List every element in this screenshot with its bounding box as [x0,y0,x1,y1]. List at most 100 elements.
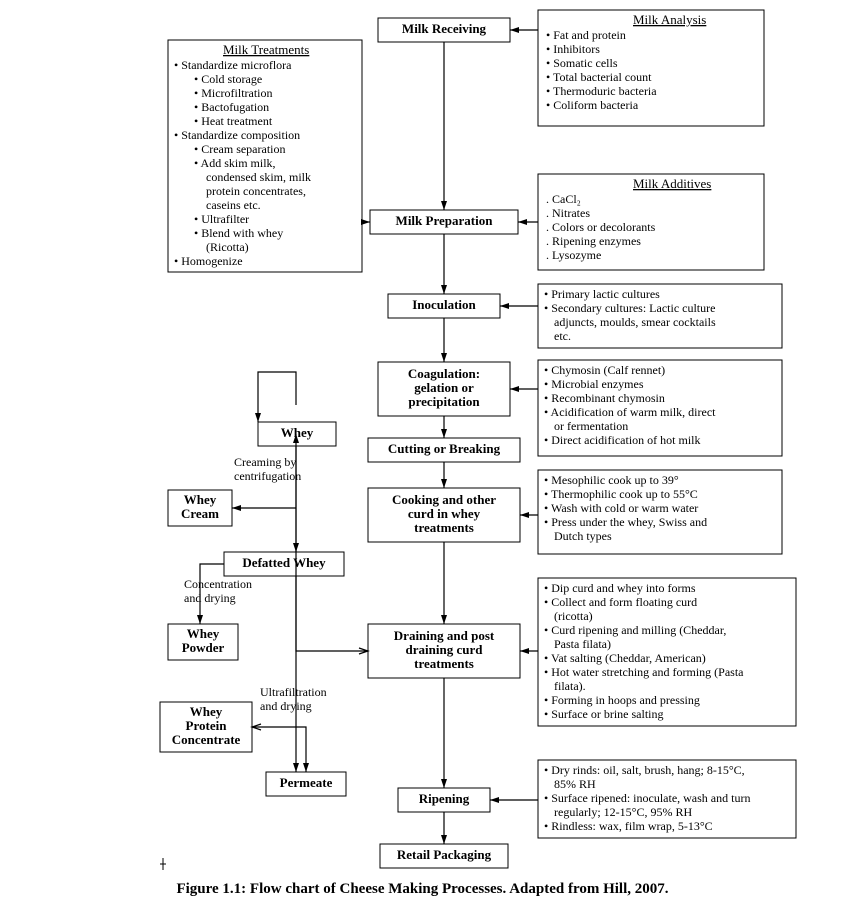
node-label: Milk Preparation [396,213,494,228]
infobox-line: • Curd ripening and milling (Cheddar, [544,623,726,637]
infobox-line: caseins etc. [206,198,261,212]
infobox-item: . CaCl₂ [546,192,581,206]
note-creaming: centrifugation [234,469,301,483]
infobox-inoculation_info: • Primary lactic cultures• Secondary cul… [538,284,782,348]
note-conc_drying: Concentration [184,577,252,591]
infobox-line: • Cold storage [194,72,262,86]
infobox-item: • Fat and protein [546,28,626,42]
infobox-line: • Forming in hoops and pressing [544,693,700,707]
node-draining: Draining and postdraining curdtreatments [368,624,520,678]
note-conc_drying: and drying [184,591,236,605]
node-label: Powder [182,640,225,655]
infobox-title: Milk Treatments [223,42,309,57]
node-label: precipitation [408,394,480,409]
node-label: Defatted Whey [242,555,326,570]
infobox-milk_treatments: Milk Treatments• Standardize microflora•… [168,40,362,272]
node-label: Retail Packaging [397,847,492,862]
infobox-line: or fermentation [554,419,628,433]
infobox-line: • Vat salting (Cheddar, American) [544,651,706,665]
infobox-item: . Nitrates [546,206,590,220]
infobox-draining_info: • Dip curd and whey into forms• Collect … [538,578,796,726]
node-ripening: Ripening [398,788,490,812]
infobox-line: protein concentrates, [206,184,306,198]
infobox-line: • Bactofugation [194,100,269,114]
infobox-line: • Standardize microflora [174,58,292,72]
infobox-line: • Cream separation [194,142,286,156]
infobox-item: . Ripening enzymes [546,234,641,248]
infobox-line: • Ultrafilter [194,212,249,226]
node-label: Cooking and other [392,492,496,507]
infobox-line: • Acidification of warm milk, direct [544,405,716,419]
node-defatted: Defatted Whey [224,552,344,576]
node-label: Milk Receiving [402,21,487,36]
infobox-line: • Dry rinds: oil, salt, brush, hang; 8-1… [544,763,745,777]
node-label: draining curd [406,642,484,657]
node-whey_powder: WheyPowder [168,624,238,660]
infobox-line: • Microbial enzymes [544,377,644,391]
infobox-ripening_info: • Dry rinds: oil, salt, brush, hang; 8-1… [538,760,796,838]
infobox-line: • Recombinant chymosin [544,391,665,405]
infobox-item: . Lysozyme [546,248,601,262]
infobox-line: regularly; 12-15°C, 95% RH [554,805,692,819]
infobox-line: • Thermophilic cook up to 55°C [544,487,698,501]
infobox-line: • Primary lactic cultures [544,287,660,301]
infobox-milk_additives: Milk Additives. CaCl₂. Nitrates. Colors … [538,174,764,270]
note-uf_drying: Ultrafiltration [260,685,327,699]
infobox-line: • Wash with cold or warm water [544,501,698,515]
infobox-line: • Add skim milk, [194,156,276,170]
infobox-item: • Total bacterial count [546,70,652,84]
node-label: Whey [184,492,217,507]
node-label: Whey [190,704,223,719]
node-label: Inoculation [412,297,476,312]
infobox-line: • Collect and form floating curd [544,595,697,609]
infobox-line: • Chymosin (Calf rennet) [544,363,665,377]
infobox-cooking_info: • Mesophilic cook up to 39°• Thermophili… [538,470,782,554]
infobox-item: . Colors or decolorants [546,220,656,234]
infobox-line: • Press under the whey, Swiss and [544,515,707,529]
infobox-line: • Secondary cultures: Lactic culture [544,301,715,315]
node-label: Permeate [280,775,333,790]
infobox-line: • Microfiltration [194,86,273,100]
note-creaming: Creaming by [234,455,296,469]
node-milk_preparation: Milk Preparation [370,210,518,234]
infobox-milk_analysis: Milk Analysis • Fat and protein• Inhibito… [538,10,764,126]
infobox-line: • Surface or brine salting [544,707,664,721]
node-label: Cutting or Breaking [388,441,501,456]
node-label: Whey [187,626,220,641]
infobox-coagulation_info: • Chymosin (Calf rennet)• Microbial enzy… [538,360,782,456]
infobox-line: (ricotta) [554,609,593,623]
node-label: Cream [181,506,219,521]
infobox-line: filata). [554,679,586,693]
node-retail: Retail Packaging [380,844,508,868]
node-wpc: WheyProteinConcentrate [160,702,252,752]
infobox-line: • Standardize composition [174,128,300,142]
node-label: gelation or [414,380,474,395]
infobox-line: • Homogenize [174,254,243,268]
infobox-line: • Heat treatment [194,114,273,128]
infobox-item: • Inhibitors [546,42,600,56]
flowchart-canvas: Milk Analysis • Fat and protein• Inhibito… [0,0,845,907]
infobox-title: Milk Analysis [633,12,706,27]
node-label: Draining and post [394,628,495,643]
node-label: treatments [414,656,474,671]
infobox-line: Pasta filata) [554,637,611,651]
node-label: Concentrate [172,732,241,747]
node-label: Ripening [419,791,470,806]
node-label: Protein [186,718,228,733]
infobox-line: adjuncts, moulds, smear cocktails [554,315,716,329]
note-uf_drying: and drying [260,699,312,713]
infobox-item: • Somatic cells [546,56,618,70]
infobox-line: • Blend with whey [194,226,283,240]
node-label: Coagulation: [408,366,480,381]
node-label: treatments [414,520,474,535]
node-label: curd in whey [408,506,481,521]
infobox-line: Dutch types [554,529,612,543]
infobox-item: • Coliform bacteria [546,98,639,112]
node-label: Whey [281,425,314,440]
infobox-line: • Direct acidification of hot milk [544,433,701,447]
node-coagulation: Coagulation:gelation orprecipitation [378,362,510,416]
infobox-line: • Mesophilic cook up to 39° [544,473,679,487]
infobox-line: • Surface ripened: inoculate, wash and t… [544,791,750,805]
node-inoculation: Inoculation [388,294,500,318]
node-milk_receiving: Milk Receiving [378,18,510,42]
